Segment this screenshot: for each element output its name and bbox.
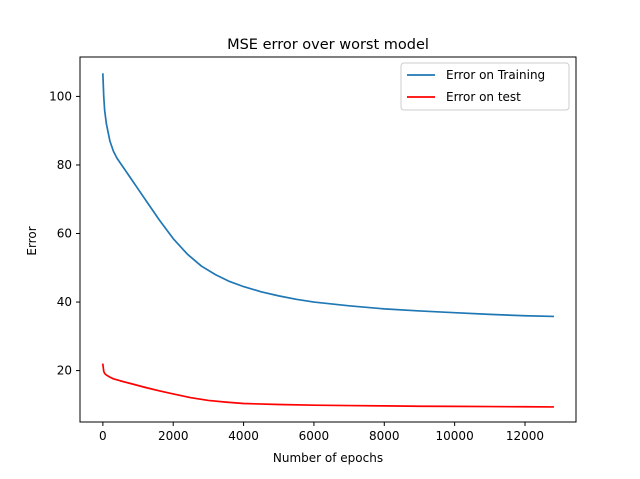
x-tick-label: 6000 [299,429,330,443]
y-tick-label: 20 [57,364,72,378]
y-tick-label: 60 [57,227,72,241]
x-tick-label: 8000 [369,429,400,443]
y-axis: 20 40 60 80 100 [49,89,80,378]
x-tick-label: 2000 [158,429,189,443]
y-tick-label: 80 [57,158,72,172]
y-tick-label: 100 [49,89,72,103]
y-axis-label: Error [25,226,39,255]
legend-label-1: Error on Training [446,68,545,82]
plot-area [79,56,577,423]
series-line-1 [101,73,555,318]
plot-frame [79,56,577,423]
x-axis: 0 2000 4000 6000 8000 10000 12000 [99,422,544,443]
legend: Error on Training Error on test [400,62,570,111]
x-tick-label: 10000 [436,429,474,443]
legend-box [400,62,570,111]
x-axis-label: Number of epochs [273,451,383,465]
chart-title: MSE error over worst model [227,37,429,53]
x-tick-label: 0 [99,429,107,443]
legend-label-2: Error on test [446,90,521,104]
x-tick-label: 12000 [506,429,544,443]
y-tick-label: 40 [57,295,72,309]
x-tick-label: 4000 [228,429,259,443]
series-line-2 [101,363,554,408]
